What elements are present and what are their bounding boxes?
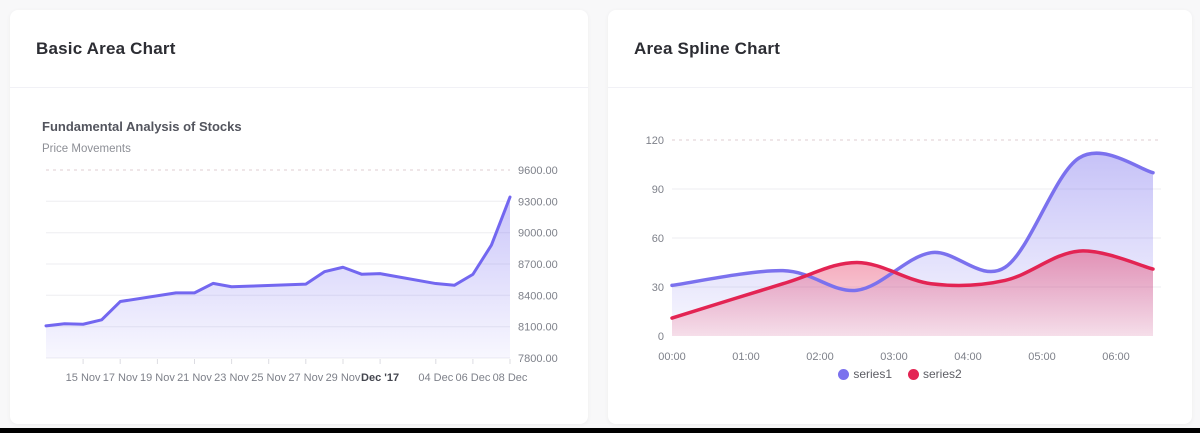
area-spline-chart-card: Area Spline Chart 0 30 60 90 120 00:00 01:00 02… (608, 10, 1192, 424)
svg-text:06:00: 06:00 (1102, 351, 1130, 363)
basic-area-chart-card: Basic Area Chart Fundamental Analysis of… (10, 10, 588, 424)
svg-text:15 Nov: 15 Nov (66, 372, 101, 384)
svg-text:05:00: 05:00 (1028, 351, 1056, 363)
card-title-area-spline-chart: Area Spline Chart (634, 38, 781, 58)
svg-text:00:00: 00:00 (658, 351, 686, 363)
svg-text:02:00: 02:00 (806, 351, 834, 363)
area-spline-chart-canvas[interactable]: 0 30 60 90 120 00:00 01:00 02:00 03:00 04:00 05:00… (608, 10, 1192, 424)
basic-area-chart-canvas[interactable]: 7800.00 8100.00 8400.00 8700.00 9000.00 9300.… (10, 10, 588, 424)
card-header: Basic Area Chart (10, 10, 588, 88)
svg-text:08 Dec: 08 Dec (493, 372, 528, 384)
svg-text:30: 30 (652, 282, 664, 294)
svg-text:60: 60 (652, 233, 664, 245)
svg-text:23 Nov: 23 Nov (214, 372, 249, 384)
legend-label-series2: series2 (923, 367, 962, 381)
svg-text:04 Dec: 04 Dec (418, 372, 453, 384)
svg-text:25 Nov: 25 Nov (251, 372, 286, 384)
card-header: Area Spline Chart (608, 10, 1192, 88)
svg-text:06 Dec: 06 Dec (455, 372, 490, 384)
svg-text:19 Nov: 19 Nov (140, 372, 175, 384)
svg-text:Dec '17: Dec '17 (361, 372, 399, 384)
card-title-basic-area-chart: Basic Area Chart (36, 38, 176, 58)
series2-marker-icon (908, 368, 919, 380)
svg-text:8400.00: 8400.00 (518, 290, 558, 302)
svg-text:27 Nov: 27 Nov (288, 372, 323, 384)
svg-text:9300.00: 9300.00 (518, 196, 558, 208)
svg-text:04:00: 04:00 (954, 351, 982, 363)
legend-item-series1[interactable]: series1 (838, 367, 892, 381)
svg-text:9600.00: 9600.00 (518, 165, 558, 177)
svg-text:0: 0 (658, 331, 664, 343)
svg-text:9000.00: 9000.00 (518, 228, 558, 240)
svg-text:90: 90 (652, 184, 664, 196)
svg-text:120: 120 (646, 135, 664, 147)
svg-text:01:00: 01:00 (732, 351, 760, 363)
legend-label-series1: series1 (853, 367, 892, 381)
window-bottom-edge (0, 428, 1200, 433)
chart-title: Fundamental Analysis of Stocks (42, 119, 242, 134)
svg-text:29 Nov: 29 Nov (326, 372, 361, 384)
svg-text:17 Nov: 17 Nov (103, 372, 138, 384)
svg-text:8700.00: 8700.00 (518, 259, 558, 271)
series1-marker-icon (838, 368, 850, 380)
svg-text:8100.00: 8100.00 (518, 322, 558, 334)
svg-text:03:00: 03:00 (880, 351, 908, 363)
svg-text:21 Nov: 21 Nov (177, 372, 212, 384)
legend-item-series2[interactable]: series2 (908, 367, 962, 381)
svg-text:7800.00: 7800.00 (518, 353, 558, 365)
chart-legend: series1 series2 (608, 367, 1192, 381)
chart-subtitle: Price Movements (42, 143, 131, 155)
